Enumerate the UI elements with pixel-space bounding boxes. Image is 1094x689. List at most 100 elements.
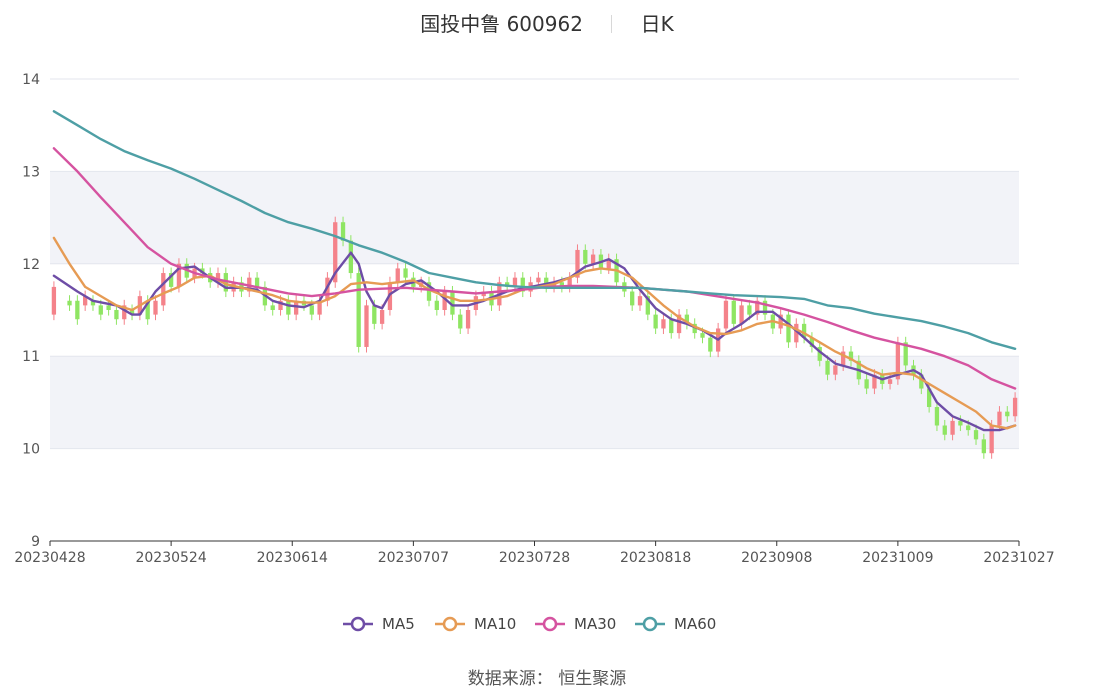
- legend-label-ma10: MA10: [474, 615, 516, 633]
- candle-body: [731, 300, 736, 324]
- y-tick-label: 14: [22, 72, 40, 88]
- candle-body: [989, 425, 994, 454]
- x-tick-label: 20231027: [983, 550, 1054, 566]
- candle-body: [536, 277, 541, 283]
- legend: MA5 MA10 MA30 MA60: [343, 615, 716, 633]
- candle-body: [669, 319, 674, 334]
- candle-body: [75, 300, 80, 320]
- axes: 9 10 11 12 13 14 20230428 20230524 20230614 20230…: [14, 72, 1054, 566]
- candle-body: [559, 282, 564, 287]
- candle-body: [294, 300, 299, 315]
- candle-body: [887, 379, 893, 384]
- candle-body: [348, 240, 354, 274]
- candle-body: [981, 439, 986, 454]
- candle-body: [692, 323, 697, 334]
- candle-body: [926, 388, 932, 408]
- candle-body: [895, 342, 901, 380]
- moving-averages: [52, 110, 1017, 432]
- grid-bands: [50, 171, 1019, 449]
- candle-body: [161, 273, 166, 306]
- candle-body: [919, 374, 924, 389]
- x-tick-label: 20230428: [14, 550, 85, 566]
- candle-body: [340, 222, 346, 241]
- x-tick-label: 20230614: [257, 550, 328, 566]
- candle-body: [1012, 397, 1018, 417]
- candle-body: [106, 305, 111, 310]
- stock-code: 600962: [506, 12, 583, 36]
- candle-body: [114, 310, 119, 320]
- candle-body: [934, 407, 940, 426]
- y-tick-label: 11: [22, 349, 40, 365]
- x-tick-label: 20230908: [741, 550, 812, 566]
- candle-body: [864, 379, 869, 389]
- candle-body: [145, 300, 150, 320]
- candle-body: [442, 291, 447, 310]
- y-tick-label: 9: [31, 534, 40, 550]
- x-tick-label: 20230524: [135, 550, 206, 566]
- candle-body: [122, 305, 127, 320]
- grid-band: [50, 171, 1019, 264]
- candle-body: [309, 305, 314, 315]
- stock-name: 国投中鲁: [420, 12, 501, 36]
- candle-body: [364, 305, 369, 347]
- candle-body: [450, 291, 455, 315]
- candle-body: [966, 425, 971, 431]
- legend-label-ma5: MA5: [382, 615, 415, 633]
- y-tick-label: 10: [22, 442, 40, 458]
- candle-body: [458, 314, 463, 329]
- legend-label-ma60: MA60: [674, 615, 716, 633]
- candle-body: [583, 249, 588, 264]
- candle-body: [129, 310, 135, 315]
- candle-body: [606, 259, 611, 269]
- candle-body: [153, 300, 158, 315]
- data-source: 数据来源： 恒生聚源: [0, 664, 1094, 689]
- candle-body: [958, 420, 963, 426]
- candle-body: [809, 337, 815, 347]
- candle-body: [51, 286, 57, 315]
- x-tick-label: 20230707: [378, 550, 449, 566]
- candle-body: [700, 333, 705, 338]
- x-tick-label: 20231009: [862, 550, 933, 566]
- candle-body: [67, 300, 72, 306]
- candle-body: [176, 263, 182, 287]
- candle-body: [403, 268, 408, 278]
- candle-body: [575, 249, 580, 278]
- candle-body: [254, 277, 260, 287]
- candle-body: [223, 273, 228, 292]
- candle-body: [747, 305, 752, 315]
- candle-body: [942, 425, 947, 435]
- period-label: 日K: [640, 12, 674, 36]
- legend-label-ma30: MA30: [574, 615, 616, 633]
- candle-body: [630, 291, 635, 306]
- candle-body: [90, 300, 96, 306]
- candle-body: [395, 268, 400, 283]
- candle-body: [653, 314, 658, 329]
- title-divider: [611, 15, 613, 33]
- ma-line-ma60: [52, 110, 1017, 350]
- candle-body: [372, 305, 377, 324]
- candle-body: [684, 314, 690, 324]
- candle-body: [903, 342, 908, 366]
- candle-body: [356, 273, 361, 347]
- candle-body: [465, 310, 471, 329]
- source-label: 数据来源：: [467, 669, 553, 689]
- candle-body: [801, 323, 807, 338]
- candle-body: [286, 300, 291, 315]
- candle-body: [1005, 411, 1010, 417]
- candle-body: [794, 323, 799, 343]
- x-tick-label: 20230728: [499, 550, 570, 566]
- candle-body: [817, 346, 822, 361]
- candle-body: [544, 277, 549, 287]
- x-tick-label: 20230818: [620, 550, 691, 566]
- legend-marker-ma60: [642, 616, 658, 632]
- candle-body: [841, 351, 846, 366]
- candle-body: [786, 314, 791, 343]
- candle-body: [778, 314, 783, 329]
- candle-body: [825, 360, 830, 375]
- candle-body: [434, 300, 439, 310]
- candle-body: [317, 300, 322, 315]
- candle-body: [755, 300, 760, 315]
- candle-body: [723, 300, 729, 329]
- candle-body: [278, 300, 283, 310]
- candle-body: [520, 277, 525, 292]
